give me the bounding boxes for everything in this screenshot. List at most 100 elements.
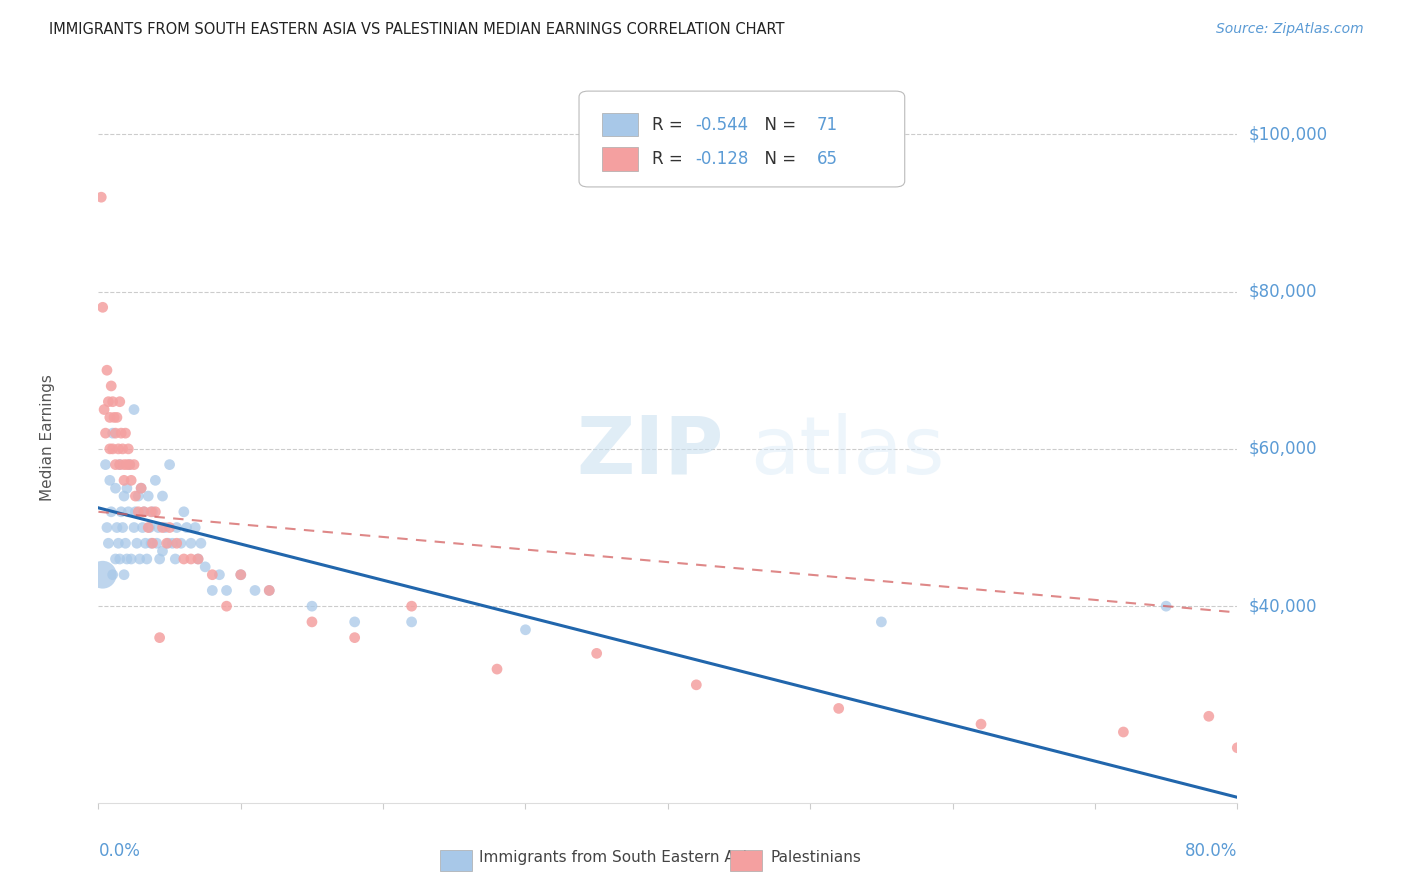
Point bbox=[139, 505, 162, 519]
Point bbox=[98, 410, 121, 425]
Point bbox=[176, 520, 198, 534]
Text: $80,000: $80,000 bbox=[1249, 283, 1317, 301]
Point bbox=[139, 536, 162, 550]
Point bbox=[136, 489, 159, 503]
Point bbox=[117, 442, 139, 456]
Point bbox=[486, 662, 509, 676]
Point bbox=[343, 631, 366, 645]
Point bbox=[111, 520, 134, 534]
Point bbox=[129, 481, 152, 495]
Point bbox=[146, 536, 169, 550]
Point bbox=[108, 552, 131, 566]
Point bbox=[1398, 756, 1406, 771]
Text: 71: 71 bbox=[817, 116, 838, 134]
Point bbox=[187, 552, 209, 566]
Point bbox=[173, 552, 195, 566]
Point bbox=[301, 615, 323, 629]
Point bbox=[104, 481, 127, 495]
Point bbox=[118, 458, 141, 472]
Point bbox=[104, 552, 127, 566]
Point bbox=[145, 473, 167, 487]
Point bbox=[91, 301, 114, 315]
Point bbox=[91, 567, 114, 582]
Point bbox=[132, 505, 155, 519]
Point bbox=[515, 623, 537, 637]
Point bbox=[165, 552, 187, 566]
Point bbox=[115, 552, 138, 566]
Point bbox=[122, 520, 145, 534]
Point bbox=[107, 536, 129, 550]
Text: R =: R = bbox=[652, 150, 688, 168]
Point bbox=[1312, 740, 1334, 755]
Point bbox=[104, 458, 127, 472]
Point bbox=[125, 536, 148, 550]
Point bbox=[201, 583, 224, 598]
Point bbox=[97, 536, 120, 550]
Point bbox=[159, 458, 181, 472]
Point bbox=[166, 536, 188, 550]
Text: 80.0%: 80.0% bbox=[1185, 842, 1237, 860]
Point bbox=[101, 426, 124, 441]
Point bbox=[135, 552, 157, 566]
Point bbox=[401, 615, 423, 629]
Text: 65: 65 bbox=[817, 150, 838, 168]
Text: Palestinians: Palestinians bbox=[770, 850, 862, 865]
Text: 0.0%: 0.0% bbox=[98, 842, 141, 860]
Point bbox=[585, 646, 607, 660]
Point bbox=[115, 458, 138, 472]
Point bbox=[190, 536, 212, 550]
Point bbox=[685, 678, 707, 692]
Point bbox=[180, 552, 202, 566]
Point bbox=[127, 489, 149, 503]
Point bbox=[132, 505, 155, 519]
FancyBboxPatch shape bbox=[579, 91, 904, 187]
Text: N =: N = bbox=[755, 150, 801, 168]
Point bbox=[98, 442, 121, 456]
Point bbox=[259, 583, 281, 598]
Point bbox=[1112, 725, 1135, 739]
Text: $40,000: $40,000 bbox=[1249, 597, 1317, 615]
Point bbox=[108, 394, 131, 409]
Point bbox=[159, 520, 181, 534]
Point bbox=[229, 567, 252, 582]
Point bbox=[166, 520, 188, 534]
Text: atlas: atlas bbox=[749, 413, 945, 491]
Point bbox=[138, 520, 160, 534]
Point bbox=[184, 520, 207, 534]
Point bbox=[131, 520, 153, 534]
Point bbox=[148, 520, 170, 534]
Point bbox=[156, 536, 179, 550]
Point bbox=[343, 615, 366, 629]
Point bbox=[110, 426, 132, 441]
Point bbox=[111, 442, 134, 456]
Point bbox=[124, 505, 146, 519]
Point bbox=[401, 599, 423, 614]
Point bbox=[208, 567, 231, 582]
Text: Median Earnings: Median Earnings bbox=[39, 374, 55, 500]
Point bbox=[122, 402, 145, 417]
Point bbox=[105, 410, 128, 425]
Point bbox=[120, 473, 142, 487]
Point bbox=[141, 505, 163, 519]
Point bbox=[201, 567, 224, 582]
Point bbox=[103, 410, 125, 425]
Point bbox=[118, 458, 141, 472]
Text: Immigrants from South Eastern Asia: Immigrants from South Eastern Asia bbox=[479, 850, 756, 865]
Point bbox=[180, 536, 202, 550]
Point bbox=[129, 481, 152, 495]
Point bbox=[101, 442, 124, 456]
Point bbox=[970, 717, 993, 731]
Text: R =: R = bbox=[652, 116, 688, 134]
Point bbox=[1284, 732, 1306, 747]
Point bbox=[96, 520, 118, 534]
Bar bbox=[440, 850, 472, 871]
Text: -0.544: -0.544 bbox=[695, 116, 748, 134]
Point bbox=[108, 458, 131, 472]
Point bbox=[152, 520, 174, 534]
Point bbox=[134, 536, 156, 550]
Point bbox=[162, 536, 184, 550]
Point bbox=[152, 489, 174, 503]
Point bbox=[90, 190, 112, 204]
Bar bbox=[731, 850, 762, 871]
Text: -0.128: -0.128 bbox=[695, 150, 748, 168]
